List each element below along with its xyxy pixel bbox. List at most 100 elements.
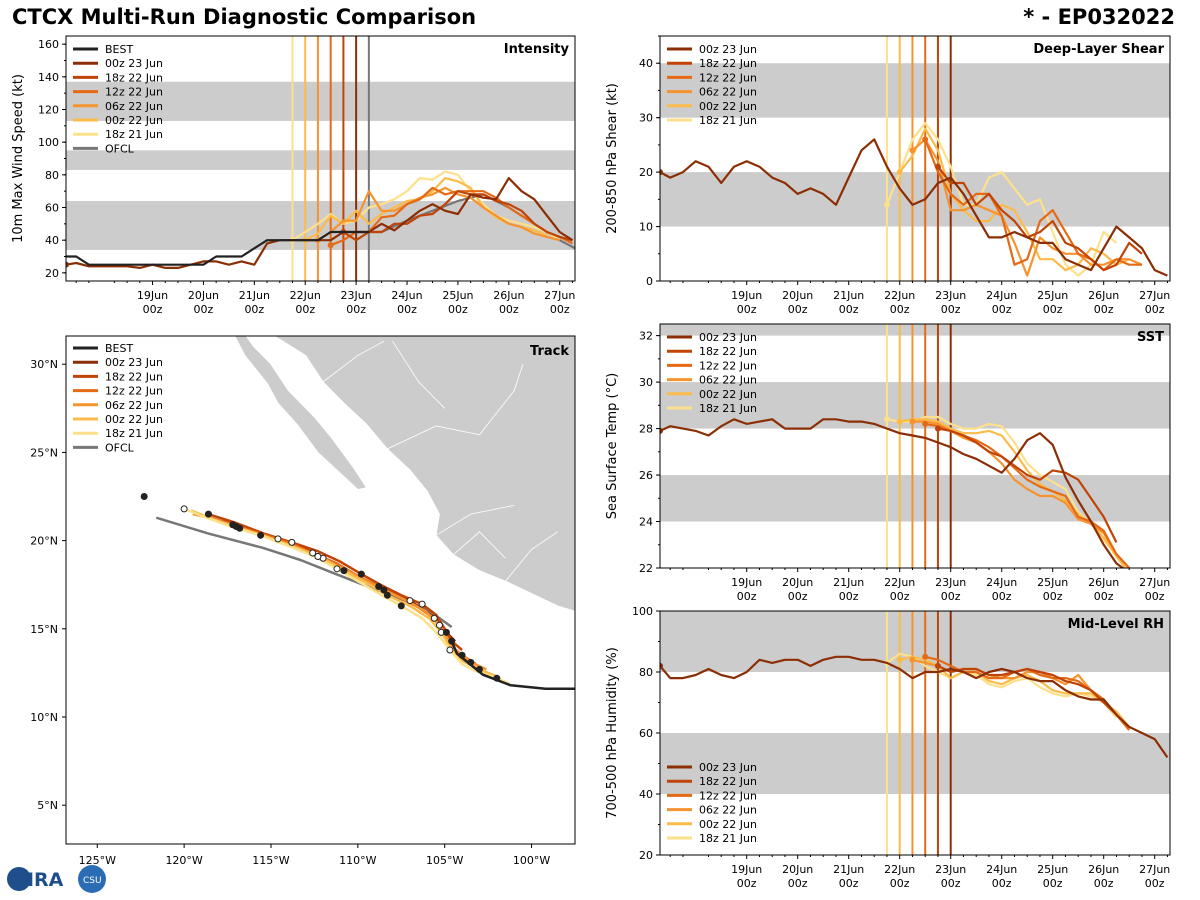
- x-tick-label-date: 22Jun: [884, 863, 915, 876]
- x-tick-label: 115°W: [252, 854, 289, 867]
- x-tick-label-hour: 00z: [839, 590, 859, 603]
- y-tick-label: 28: [639, 423, 653, 436]
- track-position-marker: [314, 552, 322, 560]
- x-tick-label-date: 22Jun: [884, 289, 915, 302]
- x-tick-label-hour: 00z: [1043, 590, 1063, 603]
- track-line-BEST: [450, 640, 575, 691]
- series-start-marker: [909, 656, 916, 663]
- state-border: [479, 364, 524, 436]
- track-position-marker: [493, 674, 501, 682]
- legend-label: 00z 22 Jun: [699, 818, 757, 831]
- track-position-marker: [357, 570, 365, 578]
- legend-label: OFCL: [105, 142, 135, 155]
- y-tick-label: 22: [639, 562, 653, 575]
- y-tick-label: 10°N: [30, 711, 58, 724]
- x-tick-label-date: 23Jun: [341, 289, 372, 302]
- panel-title: Intensity: [504, 42, 570, 57]
- legend-label: 00z 22 Jun: [699, 388, 757, 401]
- y-axis-label: Sea Surface Temp (°C): [605, 373, 620, 520]
- series-line-00z-23-Jun: [660, 655, 1169, 759]
- x-tick-label-date: 26Jun: [493, 289, 524, 302]
- track-position-marker: [418, 600, 426, 608]
- legend-label: 18z 21 Jun: [699, 832, 757, 845]
- x-tick-label-date: 25Jun: [1037, 289, 1068, 302]
- x-tick-label-date: 20Jun: [782, 289, 813, 302]
- legend-label: 12z 22 Jun: [699, 359, 757, 372]
- x-tick-label-date: 20Jun: [188, 289, 219, 302]
- x-tick-label-hour: 00z: [890, 590, 910, 603]
- legend-label: 18z 22 Jun: [699, 775, 757, 788]
- series-start-marker: [909, 147, 916, 154]
- y-tick-label: 30: [639, 112, 653, 125]
- state-border: [435, 504, 515, 536]
- x-tick-label-date: 19Jun: [731, 576, 762, 589]
- x-tick-label-date: 22Jun: [884, 576, 915, 589]
- series-group: [660, 415, 1131, 568]
- x-tick-label: 100°W: [513, 854, 550, 867]
- legend-label: 12z 22 Jun: [699, 789, 757, 802]
- y-tick-label: 140: [38, 71, 59, 84]
- y-tick-label: 20: [639, 849, 653, 862]
- figure-title: CTCX Multi-Run Diagnostic Comparison: [12, 5, 477, 29]
- x-tick-label-date: 24Jun: [986, 576, 1017, 589]
- x-tick-label-hour: 00z: [737, 590, 757, 603]
- x-tick-label-date: 21Jun: [833, 289, 864, 302]
- x-tick-label-date: 25Jun: [442, 289, 473, 302]
- series-line-BEST: [66, 230, 369, 266]
- track-position-marker: [446, 646, 454, 654]
- legend-label: 18z 21 Jun: [699, 114, 757, 127]
- legend-label: 18z 22 Jun: [105, 71, 163, 84]
- cira-logo-text: CIRA: [13, 869, 64, 891]
- x-tick-label-date: 26Jun: [1088, 576, 1119, 589]
- legend-label: 00z 23 Jun: [105, 356, 163, 369]
- track-position-marker: [406, 597, 414, 605]
- track-line-18z-22-Jun: [208, 513, 463, 651]
- y-tick-label: 15°N: [30, 623, 58, 636]
- legend-label: 00z 22 Jun: [699, 100, 757, 113]
- x-tick-label-date: 25Jun: [1037, 863, 1068, 876]
- x-tick-label-hour: 00z: [1094, 590, 1114, 603]
- panel-title: Track: [530, 344, 569, 359]
- legend-label: 00z 23 Jun: [105, 57, 163, 70]
- legend-label: OFCL: [105, 441, 135, 454]
- csu-seal-text: CSU: [83, 876, 102, 886]
- land-baja: [234, 336, 368, 490]
- y-tick-label: 24: [639, 516, 653, 529]
- legend-label: 00z 23 Jun: [699, 761, 757, 774]
- x-tick-label-hour: 00z: [992, 303, 1012, 316]
- track-position-marker: [340, 567, 348, 575]
- x-tick-label-date: 23Jun: [935, 576, 966, 589]
- x-tick-label-hour: 00z: [992, 590, 1012, 603]
- y-axis-label: 200-850 hPa Shear (kt): [605, 83, 620, 234]
- track-position-marker: [475, 665, 483, 673]
- legend-label: BEST: [105, 342, 133, 355]
- x-tick-label-date: 20Jun: [782, 576, 813, 589]
- x-tick-label-hour: 00z: [143, 303, 163, 316]
- series-start-marker: [660, 427, 663, 434]
- state-border: [392, 341, 445, 409]
- series-line-18z-22-Jun: [937, 664, 1118, 716]
- track-position-marker: [274, 535, 282, 543]
- shaded-band: [66, 81, 575, 121]
- cira-logo-globe-icon: [7, 867, 31, 891]
- series-group: [660, 121, 1168, 277]
- x-tick-label-hour: 00z: [499, 303, 519, 316]
- series-group: [66, 170, 575, 269]
- x-tick-label-date: 19Jun: [731, 863, 762, 876]
- x-tick-label-hour: 00z: [244, 303, 264, 316]
- series-start-marker: [922, 653, 929, 660]
- series-start-marker: [327, 242, 334, 249]
- legend-label: 06z 22 Jun: [699, 804, 757, 817]
- x-tick-label-date: 27Jun: [544, 289, 575, 302]
- series-line-00z-23-Jun: [660, 138, 1168, 277]
- x-tick-label-hour: 00z: [737, 877, 757, 890]
- axes-frame: [659, 323, 1171, 569]
- panel-title: SST: [1137, 330, 1164, 345]
- x-tick-label-hour: 00z: [737, 303, 757, 316]
- y-tick-label: 160: [38, 38, 59, 51]
- csu-seal-icon: [78, 865, 106, 893]
- series-start-marker: [922, 420, 929, 427]
- series-group: [660, 652, 1169, 759]
- series-start-marker: [660, 169, 663, 176]
- panel-rh: 2040608010019Jun00z20Jun00z21Jun00z22Jun…: [605, 605, 1171, 890]
